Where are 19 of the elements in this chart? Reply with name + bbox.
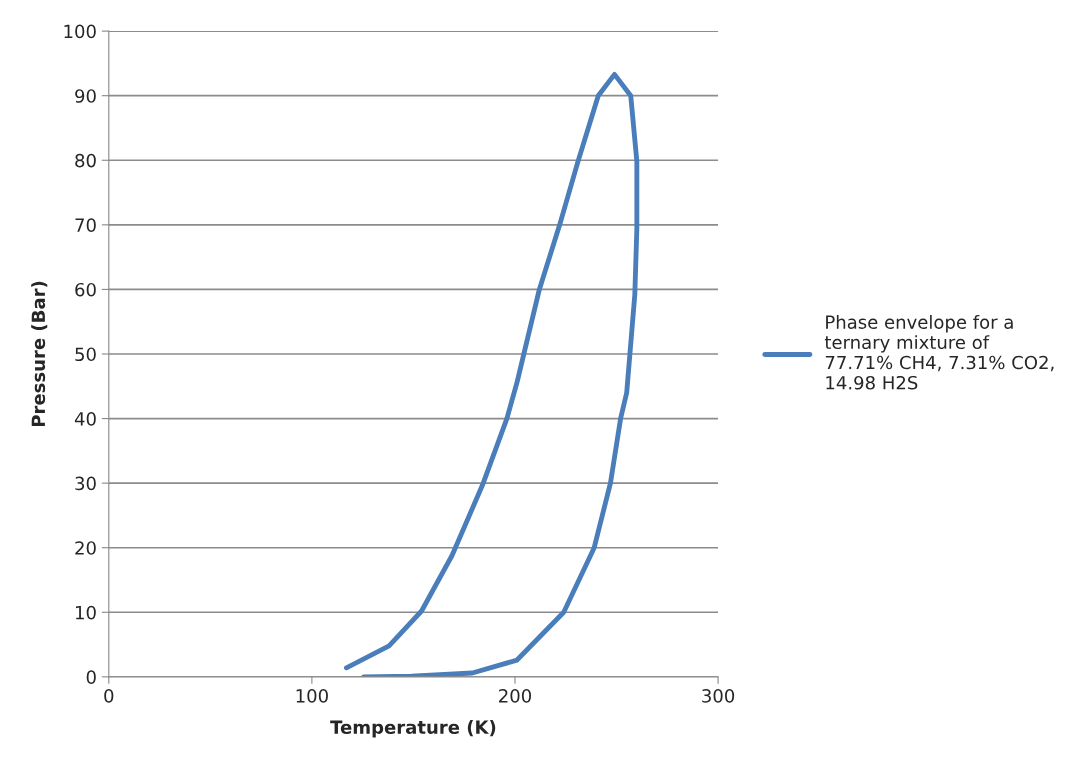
y-tick-label: 90	[75, 89, 96, 103]
legend-label: Phase envelope for a ternary mixture of 77.71% CH4, 7.31% CO2, 14.98 H2S	[824, 314, 1054, 390]
y-tick-label: 10	[76, 605, 96, 620]
line-series	[343, 71, 640, 677]
y-tick-label: 40	[74, 412, 96, 426]
y-tick-label: 80	[75, 153, 96, 168]
x-axis-title: Temperature (K)	[330, 720, 496, 738]
x-tick-label: 0	[104, 688, 114, 703]
y-tick-label: 0	[86, 670, 96, 684]
y-tick-label: 50	[75, 347, 96, 362]
y-tick-label: 70	[75, 218, 96, 232]
x-tick-label: 200	[499, 688, 532, 703]
y-tick-label: 30	[75, 476, 96, 491]
y-tick-label: 60	[75, 282, 96, 297]
x-tick-label: 100	[296, 688, 328, 703]
y-tick-label: 100	[64, 24, 96, 39]
y-tick-label: 20	[75, 541, 96, 555]
y-axis-title: Pressure (Bar)	[31, 281, 48, 427]
x-tick-label: 300	[702, 688, 735, 703]
